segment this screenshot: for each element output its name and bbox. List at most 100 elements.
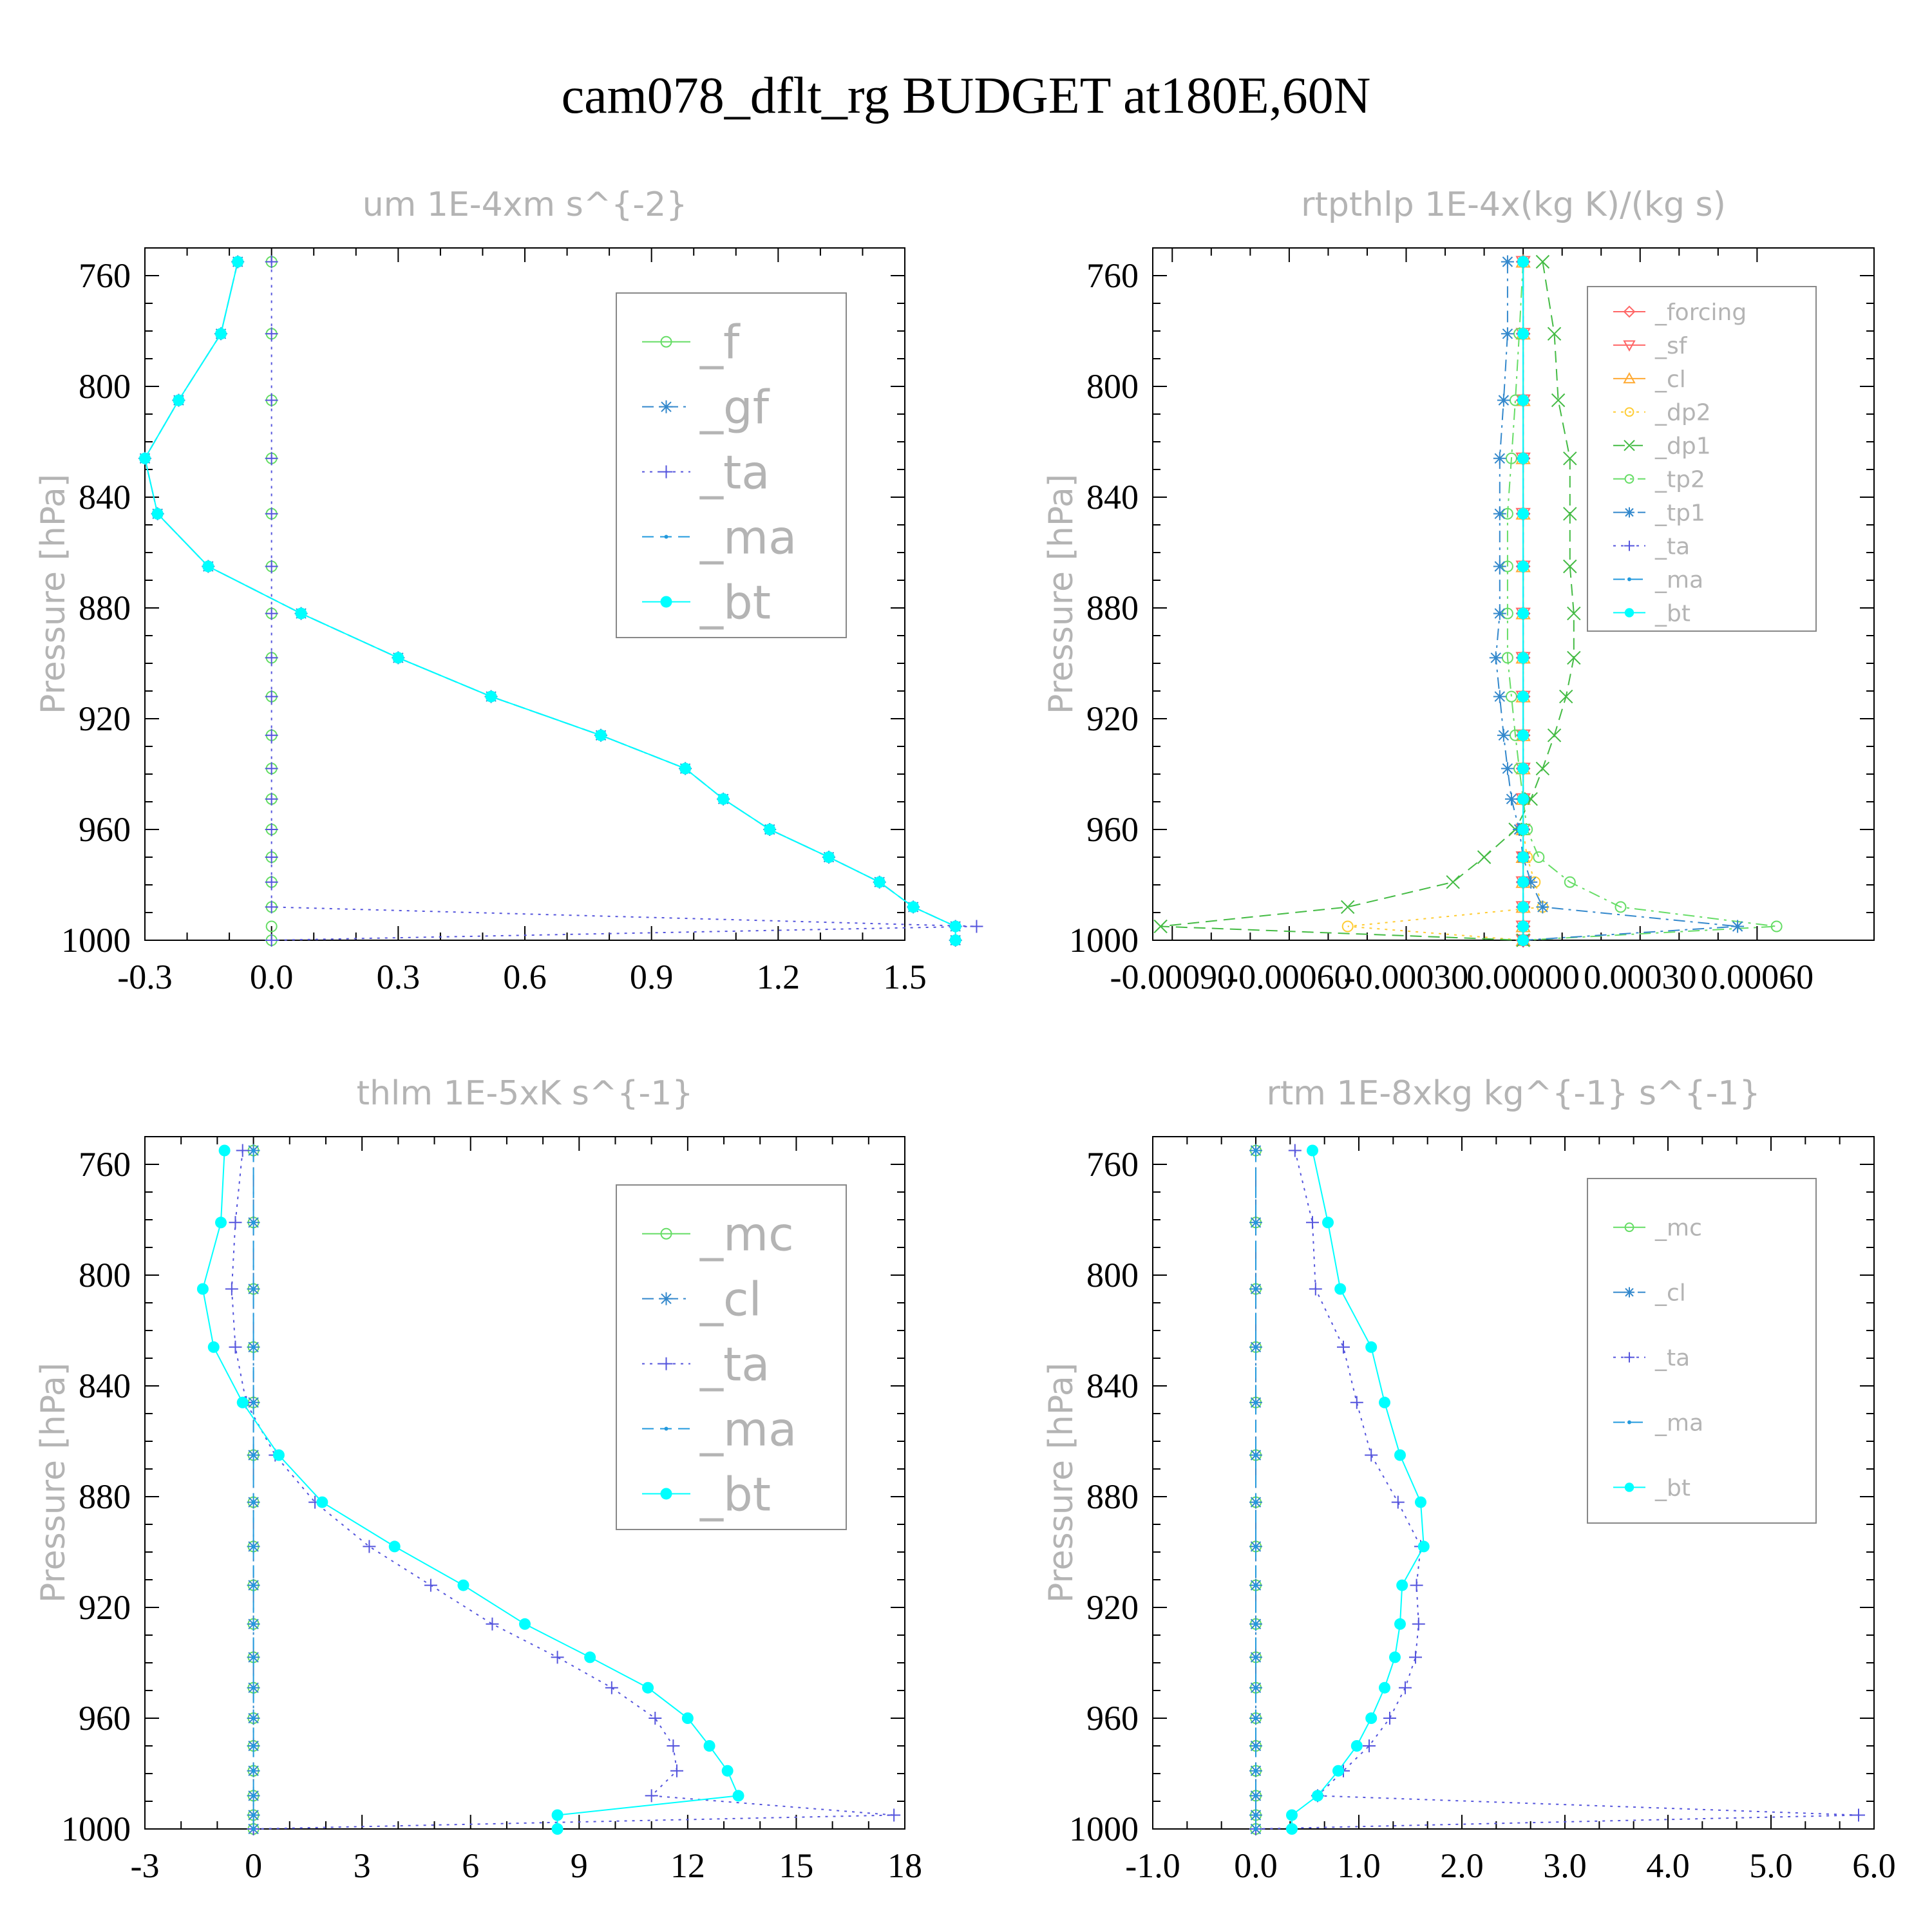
data-point [1517,256,1530,268]
data-point [1493,451,1506,465]
data-point [236,1144,249,1157]
x-tick-label: 9 [571,1846,588,1885]
data-point [251,1583,256,1587]
data-point [1501,255,1514,269]
data-point [265,393,278,407]
data-point [551,1809,564,1821]
data-point [1524,875,1538,889]
data-point [1254,1287,1258,1291]
data-point [265,851,278,864]
y-tick-label: 800 [1086,367,1139,406]
data-point [485,690,497,703]
data-point [207,1341,220,1353]
data-point [232,256,244,268]
x-tick-label: 0.0 [250,958,294,996]
data-point [1417,1540,1430,1553]
x-tick-label: 6 [462,1846,479,1885]
data-point [392,652,404,664]
y-tick-label: 880 [1086,589,1139,627]
data-point [1286,1823,1298,1835]
data-point [225,1282,238,1296]
legend-marker [1624,1222,1634,1233]
data-point [1409,1651,1422,1664]
data-point [703,1740,715,1752]
data-point [218,1144,231,1157]
panel-title: rtpthlp 1E-4x(kg K)/(kg s) [1301,185,1726,224]
data-point [265,255,278,269]
data-point [732,1790,744,1802]
y-tick-label: 1000 [61,1810,131,1848]
data-point [265,900,278,914]
series-ta [225,1144,901,1835]
data-point [251,1768,256,1773]
data-point [1254,1655,1258,1660]
data-point [1394,1618,1406,1630]
data-point [1535,761,1550,776]
data-point [1493,507,1506,520]
data-point [251,1655,256,1660]
data-point [1322,1217,1334,1229]
y-tick-label: 960 [79,1699,131,1738]
x-tick-label: -1.0 [1125,1846,1180,1885]
x-tick-label: -3 [131,1846,160,1885]
data-point [1341,920,1354,933]
data-point [1153,919,1168,934]
panel-title: um 1E-4xm s^{-2} [363,185,688,224]
data-point [1501,762,1514,775]
legend: _mc _cl _ta _ma _bt [1587,1178,1817,1524]
y-tick-label: 960 [1086,1699,1139,1738]
data-point [1547,327,1562,341]
data-point [251,1400,256,1405]
legend-label: _ma [1654,567,1703,593]
legend-marker [660,336,672,348]
legend-marker [659,465,673,478]
data-point [1254,1827,1258,1831]
legend-label: _sf [1654,333,1688,359]
data-point [1389,1651,1401,1663]
data-point [363,1540,376,1553]
data-point [1517,607,1530,620]
data-point [272,1449,285,1461]
y-tick-label: 880 [1086,1477,1139,1516]
y-tick-label: 840 [1086,478,1139,516]
legend-marker [1623,340,1636,352]
data-point [1254,1345,1258,1349]
data-point [215,1217,227,1229]
legend-label: _bt [1654,600,1690,627]
data-point [1505,452,1517,464]
data-point [1567,650,1581,665]
data-point [1365,1341,1378,1353]
data-point [229,1216,242,1229]
data-point [251,1148,256,1153]
data-point [1517,690,1530,703]
chart-panel-4: rtm 1E-8xkg kg^{-1} s^{-1} Pressure [hPa]… [1042,1074,1896,1885]
data-point [595,729,607,741]
y-tick-label: 1000 [1069,1810,1139,1848]
legend: _forcing _sf _cl _dp2 _dp1 _tp2 _tp1 _ta _ma _bt [1587,286,1817,632]
data-point [265,792,278,806]
legend-marker [1623,372,1636,384]
data-point [1517,901,1530,913]
x-tick-label: 0.3 [377,958,421,996]
y-tick-label: 840 [79,478,131,516]
legend-marker [1624,1352,1634,1363]
data-point [1350,1740,1363,1752]
data-point [251,1716,256,1720]
data-point [642,1681,654,1694]
x-tick-label: -0.00090 [1110,958,1235,996]
legend-marker [1624,440,1635,451]
data-point [139,452,151,464]
legend-box [616,292,847,638]
legend-marker [1627,1420,1631,1425]
series-bt [1517,256,1530,946]
data-point [1254,1813,1258,1817]
data-point [265,728,278,742]
data-point [1340,900,1355,914]
data-point [251,1813,256,1817]
panel-title: rtm 1E-8xkg kg^{-1} s^{-1} [1266,1074,1760,1113]
legend-label: _ta [1654,1345,1690,1372]
legend-marker [660,1488,672,1500]
data-point [823,851,835,863]
x-tick-label: 18 [887,1846,922,1885]
data-point [1504,792,1518,806]
